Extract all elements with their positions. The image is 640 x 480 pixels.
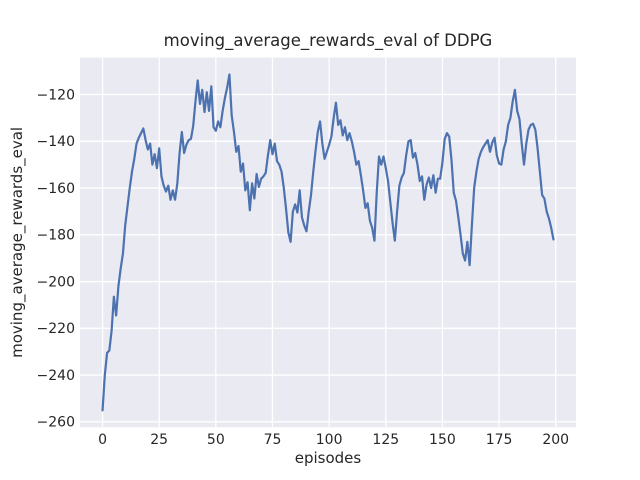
y-tick-label: −160 bbox=[37, 181, 75, 197]
x-tick-label: 125 bbox=[372, 432, 399, 448]
y-gridlines bbox=[80, 93, 576, 423]
y-tick-label: −240 bbox=[37, 368, 75, 384]
x-tick-label: 175 bbox=[486, 432, 513, 448]
y-tick-label: −140 bbox=[37, 134, 75, 150]
y-tick-label: −220 bbox=[37, 321, 75, 337]
y-tick-labels: −120 −140 −160 −180 −200 −220 −240 −260 bbox=[37, 87, 75, 430]
plot-area bbox=[80, 57, 576, 428]
x-tick-label: 150 bbox=[429, 432, 456, 448]
x-tick-label: 100 bbox=[316, 432, 343, 448]
x-axis-label: episodes bbox=[295, 449, 362, 467]
x-gridlines bbox=[101, 57, 557, 428]
x-tick-label: 200 bbox=[542, 432, 569, 448]
x-tick-label: 75 bbox=[264, 432, 282, 448]
y-axis-label: moving_average_rewards_eval bbox=[8, 127, 27, 358]
y-tick-label: −260 bbox=[37, 415, 75, 431]
y-tick-label: −120 bbox=[37, 87, 75, 103]
chart-title: moving_average_rewards_eval of DDPG bbox=[164, 31, 493, 51]
x-tick-label: 50 bbox=[207, 432, 225, 448]
x-tick-label: 0 bbox=[98, 432, 107, 448]
y-tick-label: −200 bbox=[37, 274, 75, 290]
y-tick-label: −180 bbox=[37, 228, 75, 244]
x-tick-label: 25 bbox=[150, 432, 168, 448]
x-tick-labels: 0 25 50 75 100 125 150 175 200 bbox=[98, 432, 569, 448]
series-line bbox=[101, 73, 555, 412]
